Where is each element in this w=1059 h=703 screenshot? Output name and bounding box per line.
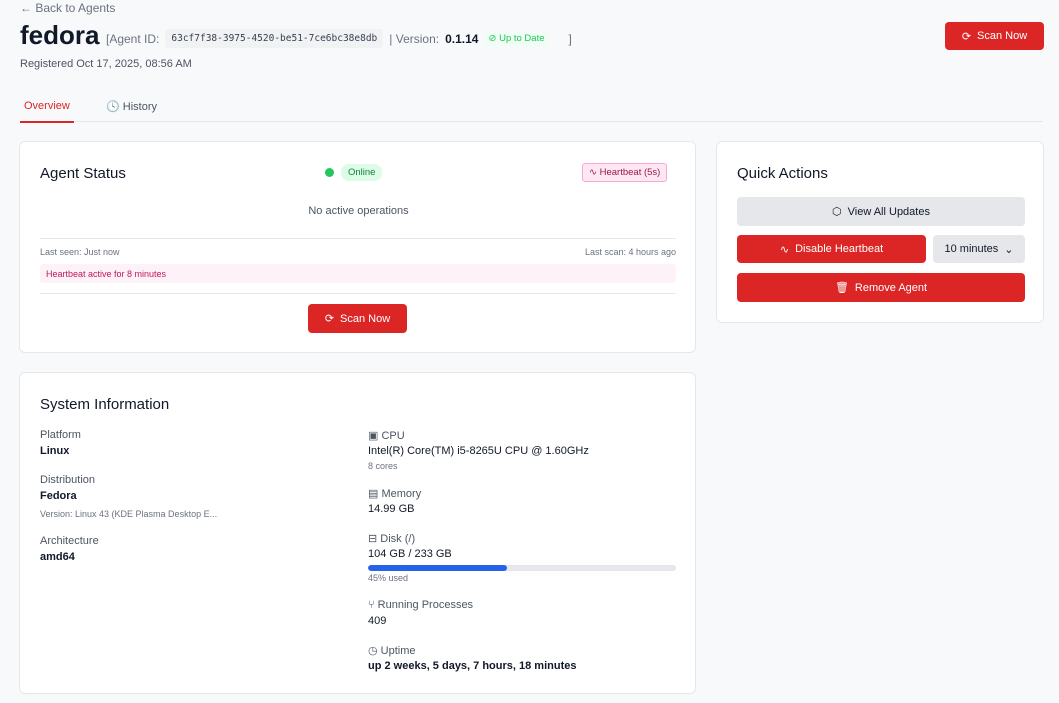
header-scan-now-button[interactable]: ⟳ Scan Now xyxy=(945,22,1044,50)
system-info-title: System Information xyxy=(40,396,170,413)
architecture-label: Architecture xyxy=(40,535,99,547)
cpu-cores: 8 cores xyxy=(368,461,398,471)
online-dot-icon xyxy=(325,168,334,177)
tab-history-label: History xyxy=(122,101,157,113)
duration-select[interactable]: 10 minutes ⌄ xyxy=(933,235,1025,263)
scan-now-label: Scan Now xyxy=(340,312,391,325)
tab-bar: Overview 🕓 History xyxy=(20,98,1043,123)
check-circle-icon: ⊘ xyxy=(488,33,497,44)
hard-drive-icon: ⊟ xyxy=(368,533,378,545)
last-scan: Last scan: 4 hours ago xyxy=(584,247,676,257)
tab-overview[interactable]: Overview xyxy=(20,100,74,123)
disk-value: 104 GB / 233 GB xyxy=(368,548,452,560)
memory-label: ▤ Memory xyxy=(368,487,421,500)
remove-agent-button[interactable]: 🗑 Remove Agent xyxy=(737,273,1025,302)
platform-value: Linux xyxy=(40,445,70,457)
version-label: | Version: xyxy=(389,31,440,46)
quick-actions-title: Quick Actions xyxy=(737,165,828,182)
heartbeat-active-banner: Heartbeat active for 8 minutes xyxy=(40,264,676,283)
quick-actions-card: Quick Actions ⬡ View All Updates ∿ Disable… xyxy=(716,141,1044,323)
cpu-icon: ▣ xyxy=(368,430,379,442)
disable-heartbeat-button[interactable]: ∿ Disable Heartbeat xyxy=(737,235,926,263)
heartbeat-label: Heartbeat (5s) xyxy=(599,167,661,178)
operations-text: No active operations xyxy=(308,205,409,217)
disk-used-text: 45% used xyxy=(368,573,409,583)
cpu-value: Intel(R) Core(TM) i5-8265U CPU @ 1.60GHz xyxy=(368,445,589,457)
agent-meta: [Agent ID: 63cf7f38-3975-4520-be51-7ce6b… xyxy=(106,29,572,48)
refresh-icon: ⟳ xyxy=(324,313,335,325)
registered-date: Registered Oct 17, 2025, 08:56 AM xyxy=(20,58,192,70)
tab-history[interactable]: 🕓 History xyxy=(106,100,157,113)
refresh-icon: ⟳ xyxy=(961,30,972,43)
processes-value: 409 xyxy=(368,615,387,627)
package-icon: ⬡ xyxy=(832,206,842,218)
duration-value: 10 minutes xyxy=(944,243,999,255)
disk-label: ⊟ Disk (/) xyxy=(368,532,415,545)
uptime-label: ◷ Uptime xyxy=(368,644,416,657)
cpu-label: ▣ CPU xyxy=(368,429,405,442)
disable-heartbeat-label: Disable Heartbeat xyxy=(795,243,884,255)
processes-label-text: Running Processes xyxy=(377,599,474,611)
processes-label: ⑂ Running Processes xyxy=(368,599,473,611)
page-title: fedora xyxy=(20,20,100,50)
agent-status-card: Agent Status Online ∿ Heartbeat (5s) No … xyxy=(19,141,696,353)
divider xyxy=(40,238,676,239)
activity-icon: ∿ xyxy=(779,243,790,256)
system-information-card: System Information Platform Linux Distri… xyxy=(19,372,696,694)
trash-icon: 🗑 xyxy=(834,282,849,294)
online-badge: Online xyxy=(341,164,383,181)
distribution-value: Fedora xyxy=(40,490,77,502)
heartbeat-badge[interactable]: ∿ Heartbeat (5s) xyxy=(582,163,668,182)
distribution-version: Version: Linux 43 (KDE Plasma Desktop E.… xyxy=(40,509,218,519)
uptime-value: up 2 weeks, 5 days, 7 hours, 18 minutes xyxy=(368,660,577,672)
disk-label-text: Disk (/) xyxy=(380,533,416,545)
view-all-updates-button[interactable]: ⬡ View All Updates xyxy=(737,197,1025,226)
platform-label: Platform xyxy=(40,429,81,441)
git-branch-icon: ⑂ xyxy=(368,599,375,611)
memory-icon: ▤ xyxy=(368,488,379,500)
memory-label-text: Memory xyxy=(381,488,422,500)
agent-id-label: [Agent ID: xyxy=(106,31,160,46)
up-to-date-badge: ⊘ Up to Date xyxy=(484,31,549,46)
cpu-label-text: CPU xyxy=(381,430,405,442)
scan-now-label: Scan Now xyxy=(977,30,1028,42)
close-bracket: ] xyxy=(568,31,572,46)
disk-usage-bar xyxy=(368,565,676,571)
history-icon: 🕓 xyxy=(106,101,120,113)
scan-now-button[interactable]: ⟳ Scan Now xyxy=(308,304,407,333)
agent-id: 63cf7f38-3975-4520-be51-7ce6bc38e8db xyxy=(165,29,384,48)
remove-agent-label: Remove Agent xyxy=(854,281,928,294)
view-updates-label: View All Updates xyxy=(847,205,930,218)
disk-usage-fill xyxy=(368,565,507,571)
status-text: Up to Date xyxy=(499,33,545,44)
memory-value: 14.99 GB xyxy=(368,503,415,515)
agent-status-title: Agent Status xyxy=(40,165,126,182)
distribution-label: Distribution xyxy=(40,474,96,486)
architecture-value: amd64 xyxy=(40,551,75,563)
clock-icon: ◷ xyxy=(368,645,378,657)
activity-icon: ∿ xyxy=(589,167,597,178)
uptime-label-text: Uptime xyxy=(380,645,416,657)
last-seen: Last seen: Just now xyxy=(40,247,120,257)
version: 0.1.14 xyxy=(445,31,479,46)
back-to-agents-link[interactable]: ← Back to Agents xyxy=(20,1,116,15)
divider xyxy=(40,293,676,294)
chevron-down-icon: ⌄ xyxy=(1004,243,1014,256)
